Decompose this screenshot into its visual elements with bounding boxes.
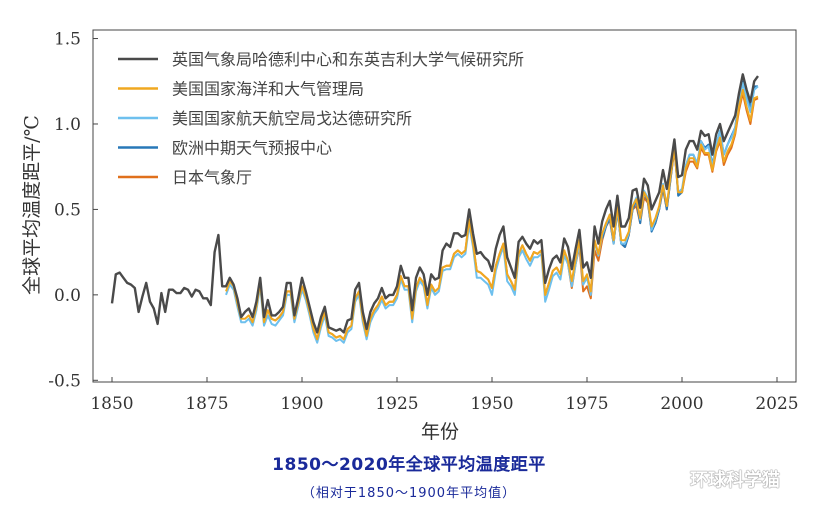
y-tick-label: 1.0: [54, 115, 81, 135]
watermark-logo: 环球科学猫: [690, 470, 780, 491]
x-tick-label: 1950: [470, 394, 513, 414]
series-line-3: [601, 80, 758, 248]
series-line-0: [110, 73, 759, 334]
y-tick-label: 0.0: [54, 286, 81, 306]
y-tick-label: -0.5: [48, 371, 81, 391]
chart-subtitle: （相对于1850～1900年平均值）: [301, 486, 517, 501]
x-tick-label: 1925: [375, 394, 418, 414]
x-tick-label: 1975: [565, 394, 608, 414]
legend-label: 美国国家航天航空局戈达德研究所: [172, 109, 412, 128]
x-tick-label: 2000: [660, 394, 703, 414]
y-tick-label: 0.5: [54, 200, 81, 220]
series-line-4: [266, 92, 759, 341]
x-tick-label: 2025: [755, 394, 798, 414]
legend-label: 美国国家海洋和大气管理局: [172, 80, 364, 99]
y-axis-label: 全球平均温度距平/℃: [21, 115, 43, 295]
legend-label: 英国气象局哈德利中心和东英吉利大学气候研究所: [172, 50, 524, 69]
x-axis-label: 年份: [421, 421, 459, 443]
y-tick-label: 1.5: [54, 30, 81, 50]
plot-frame: [92, 29, 797, 383]
temperature-anomaly-chart: 1850 1875 1900 1925 1950 1975 2000 2025 -0.5 0.0 0…: [21, 29, 799, 443]
legend-label: 日本气象厅: [172, 168, 252, 187]
x-tick-label: 1900: [280, 394, 323, 414]
x-tick-label: 1875: [185, 394, 228, 414]
chart-title: 1850～2020年全球平均温度距平: [272, 455, 546, 475]
legend-label: 欧洲中期天气预报中心: [172, 139, 332, 158]
x-tick-label: 1850: [90, 394, 133, 414]
series-line-1: [225, 88, 759, 341]
